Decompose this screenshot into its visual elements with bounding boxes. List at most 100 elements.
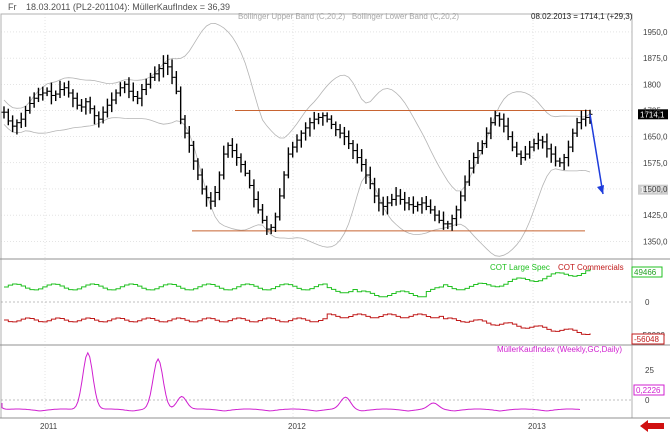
price-bar xyxy=(449,214,455,231)
cot-commercials-value: -56048 xyxy=(634,335,659,344)
price-bar xyxy=(359,149,365,172)
header-info: 18.03.2011 (PL2-201104): MüllerKaufIndex… xyxy=(26,2,230,12)
cot-large-spec-value-box xyxy=(631,266,663,278)
price-tick-label: 1875,0 xyxy=(643,54,668,63)
price-bar xyxy=(316,112,322,125)
price-bar xyxy=(441,211,446,230)
price-bar xyxy=(70,89,76,108)
legend-muller: MüllerKaufIndex (Weekly,GC,Daily) xyxy=(497,345,622,354)
price-bar xyxy=(497,112,503,127)
price-bar xyxy=(535,132,541,150)
price-bar xyxy=(57,80,63,99)
price-bar xyxy=(514,141,520,158)
price-bar xyxy=(453,205,459,227)
price-bar xyxy=(376,188,382,212)
price-bar xyxy=(509,131,515,152)
price-y-axis: 1950,01875,0180017251650,01575,01500,014… xyxy=(643,28,668,246)
price-bar xyxy=(488,117,494,140)
price-bar xyxy=(61,82,67,96)
price-bar xyxy=(143,78,149,96)
price-bar xyxy=(540,135,546,149)
price-bar xyxy=(419,197,425,214)
price-bar xyxy=(328,115,334,130)
price-bar xyxy=(479,140,485,155)
price-bar xyxy=(432,205,438,222)
price-bar xyxy=(130,82,136,102)
cot-large-spec-line xyxy=(4,268,591,298)
price-bar xyxy=(522,145,528,161)
price-bar xyxy=(402,191,408,211)
price-bar xyxy=(501,113,507,133)
price-bar xyxy=(221,145,227,180)
price-bar xyxy=(260,204,266,224)
price-bar xyxy=(290,141,296,158)
price-bar xyxy=(423,195,429,211)
muller-value: 0,2226 xyxy=(636,386,661,395)
price-bar xyxy=(10,115,16,133)
price-bar xyxy=(311,111,317,130)
price-bar xyxy=(96,111,102,128)
last-price-badge: 1714,1 xyxy=(638,109,668,120)
price-bar xyxy=(272,212,278,232)
muller-tick-25: 25 xyxy=(645,366,654,375)
price-bar xyxy=(406,196,412,211)
muller-index-line xyxy=(1,351,581,412)
price-bar xyxy=(83,97,89,115)
price-bar xyxy=(466,160,472,186)
price-bar xyxy=(169,59,175,85)
price-bar xyxy=(574,117,580,137)
legend-cot-commercials: COT Commercials xyxy=(558,263,624,272)
price-bar xyxy=(178,86,184,125)
muller-tick-0: 0 xyxy=(645,396,650,405)
price-bar xyxy=(247,169,253,189)
price-bar xyxy=(298,130,304,148)
price-bar xyxy=(48,82,54,105)
price-tick-label: 1425,0 xyxy=(643,211,668,220)
price-bar xyxy=(346,130,352,150)
muller-plot xyxy=(1,351,632,412)
price-bar xyxy=(544,133,550,158)
price-bar xyxy=(281,171,287,199)
price-tick-label: 1725 xyxy=(643,106,661,115)
price-bar xyxy=(277,188,283,221)
price-bar xyxy=(91,105,97,125)
muller-value-box xyxy=(633,384,665,396)
price-bar xyxy=(583,109,589,127)
price-bar xyxy=(294,134,300,153)
price-bar xyxy=(100,106,106,124)
x-tick-2012: 2012 xyxy=(288,422,306,431)
price-bar xyxy=(238,153,244,173)
scroll-left-arrow-icon[interactable] xyxy=(640,420,664,432)
price-bar xyxy=(303,122,309,141)
price-bar xyxy=(527,140,533,159)
x-tick-2013: 2013 xyxy=(528,422,546,431)
price-bar xyxy=(565,140,571,167)
price-bar xyxy=(350,140,356,160)
price-tick-label: 1575,0 xyxy=(643,159,668,168)
price-bar xyxy=(389,193,395,207)
price-bar xyxy=(152,66,158,81)
price-bar xyxy=(165,54,171,76)
price-bar xyxy=(531,138,537,152)
price-bar xyxy=(135,90,141,105)
price-bar xyxy=(518,150,524,165)
bollinger-upper-band xyxy=(3,22,591,192)
grid-lines xyxy=(1,14,632,418)
price-bar xyxy=(337,124,343,139)
price-bar xyxy=(23,105,29,127)
price-bar xyxy=(341,126,347,146)
price-tick-label: 1500,0 xyxy=(643,185,668,194)
price-bar xyxy=(553,146,559,167)
price-bar xyxy=(160,55,166,78)
price-tick-label: 1800 xyxy=(643,80,661,89)
price-bar xyxy=(139,83,145,107)
cot-commercials-line xyxy=(4,313,591,335)
price-bar xyxy=(458,191,464,219)
price-bar xyxy=(44,87,50,97)
price-bar xyxy=(126,77,132,99)
price-bar xyxy=(18,112,24,129)
price-bar xyxy=(561,153,567,171)
price-bar xyxy=(191,140,197,170)
price-bar xyxy=(307,117,313,137)
